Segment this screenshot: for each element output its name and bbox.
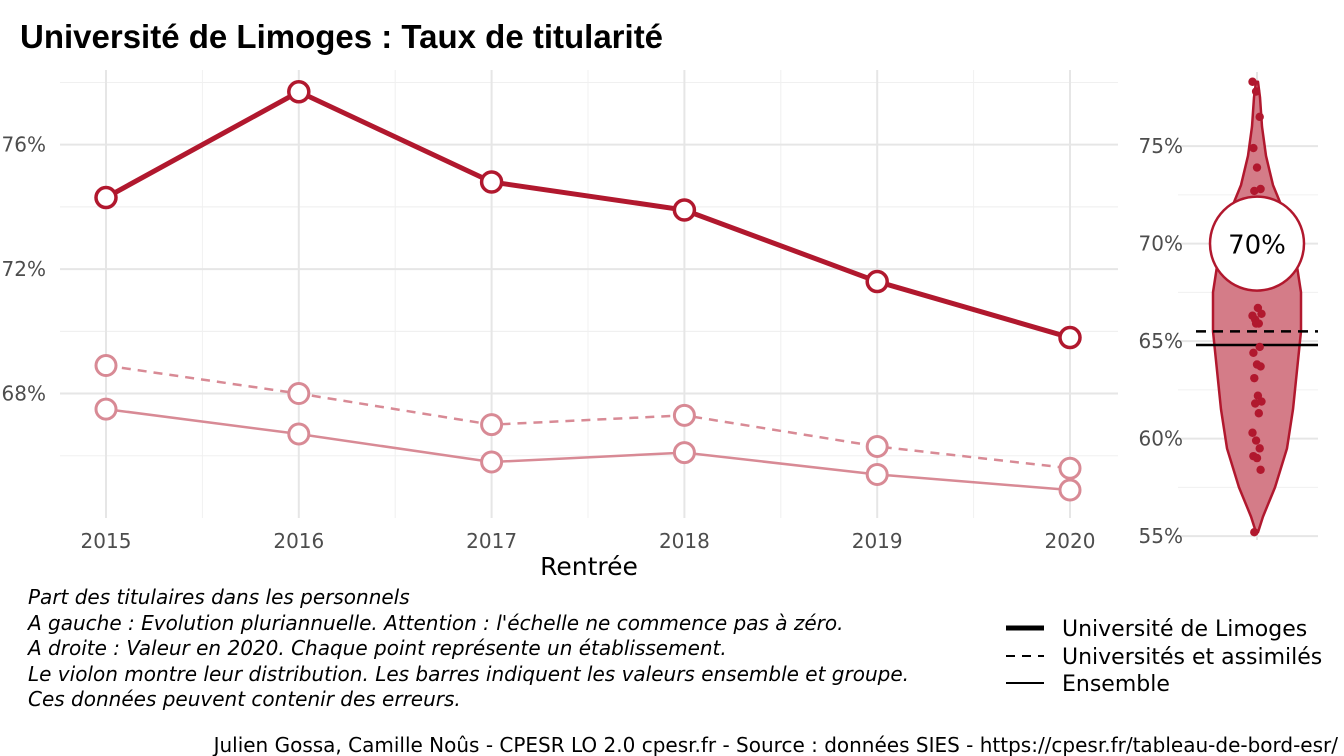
note-line: A gauche : Evolution pluriannuelle. Atte…: [26, 611, 844, 635]
series-point: [672, 198, 697, 222]
series-line: [105, 407, 1071, 492]
y-tick-label: 68%: [2, 382, 46, 406]
note-line: Ces données peuvent contenir des erreurs…: [28, 687, 461, 711]
violin-point: [1249, 143, 1258, 153]
highlight-label: 70%: [1228, 231, 1286, 261]
legend: Université de Limoges Universités et ass…: [1006, 617, 1322, 697]
x-tick-label: 2015: [81, 529, 132, 553]
y-tick-label: 76%: [2, 133, 46, 157]
series-point: [94, 354, 118, 378]
violin-point: [1254, 409, 1264, 418]
violin-point: [1251, 399, 1260, 408]
violin-point: [1248, 77, 1257, 86]
left-x-ticks: 2015 2016 2017 2018 2019 2020: [81, 529, 1096, 553]
violin-point: [1251, 436, 1261, 445]
y-tick-label: 72%: [2, 257, 46, 281]
series-point: [865, 462, 889, 486]
x-axis-label: Rentrée: [540, 552, 638, 581]
x-tick-label: 2020: [1045, 529, 1096, 553]
series-point: [94, 397, 118, 421]
x-tick-label: 2016: [273, 529, 324, 553]
series-point: [865, 269, 889, 294]
source-caption: Julien Gossa, Camille Noûs - CPESR LO 2.…: [212, 733, 1339, 756]
left-series: [94, 80, 1082, 502]
violin-point: [1256, 362, 1265, 371]
note-line: A droite : Valeur en 2020. Chaque point …: [26, 636, 727, 660]
series-point: [865, 434, 889, 458]
series-point: [287, 80, 311, 104]
violin-point: [1251, 319, 1261, 328]
series-point: [480, 450, 504, 474]
violin-point: [1252, 163, 1262, 172]
left-y-ticks: 68% 72% 76%: [2, 133, 46, 406]
x-tick-label: 2017: [466, 529, 517, 553]
notes: Part des titulaires dans les personnels …: [26, 585, 909, 711]
x-tick-label: 2019: [852, 529, 903, 553]
series-point: [94, 185, 118, 210]
series-point: [287, 382, 311, 406]
legend-label: Universités et assimilés: [1062, 645, 1322, 670]
series-point: [1058, 456, 1082, 480]
violin-point: [1256, 465, 1265, 474]
series-line: [104, 88, 1071, 340]
series-point: [1058, 325, 1082, 350]
violin-point: [1255, 342, 1264, 352]
y-tick-label: 60%: [1139, 427, 1183, 451]
series-point: [1058, 478, 1082, 502]
legend-label: Ensemble: [1062, 672, 1170, 697]
violin-point: [1251, 87, 1261, 96]
violin-point: [1257, 309, 1266, 318]
violin-point: [1250, 373, 1259, 383]
x-tick-label: 2018: [659, 529, 710, 553]
violin-point: [1256, 184, 1265, 194]
violin-point: [1255, 444, 1264, 453]
violin-point: [1257, 397, 1266, 406]
violin-point: [1250, 186, 1259, 196]
chart-title: Université de Limoges : Taux de titulari…: [20, 18, 663, 55]
series-point: [672, 403, 696, 427]
highlight-circle: [1208, 195, 1306, 292]
violin-point: [1255, 112, 1264, 122]
y-tick-label: 70%: [1139, 232, 1183, 256]
y-tick-label: 55%: [1139, 524, 1183, 548]
violin-point: [1248, 311, 1257, 320]
left-grid: [60, 70, 1118, 518]
note-line: Part des titulaires dans les personnels: [28, 585, 410, 609]
violin-point: [1249, 348, 1258, 357]
series-point: [479, 170, 504, 194]
series-point: [672, 441, 696, 465]
series-point: [480, 413, 504, 437]
violin-point: [1252, 453, 1262, 463]
y-tick-label: 75%: [1139, 134, 1183, 158]
violin-point: [1250, 528, 1259, 537]
right-y-ticks: 55% 60% 65% 70% 75%: [1139, 134, 1183, 548]
violin-point: [1248, 428, 1257, 437]
series-line: [105, 364, 1071, 470]
legend-label: Université de Limoges: [1062, 617, 1307, 642]
violin-plot: 70%: [1196, 77, 1318, 537]
series-point: [287, 422, 311, 446]
y-tick-label: 65%: [1139, 329, 1183, 353]
note-line: Le violon montre leur distribution. Les …: [28, 662, 909, 686]
